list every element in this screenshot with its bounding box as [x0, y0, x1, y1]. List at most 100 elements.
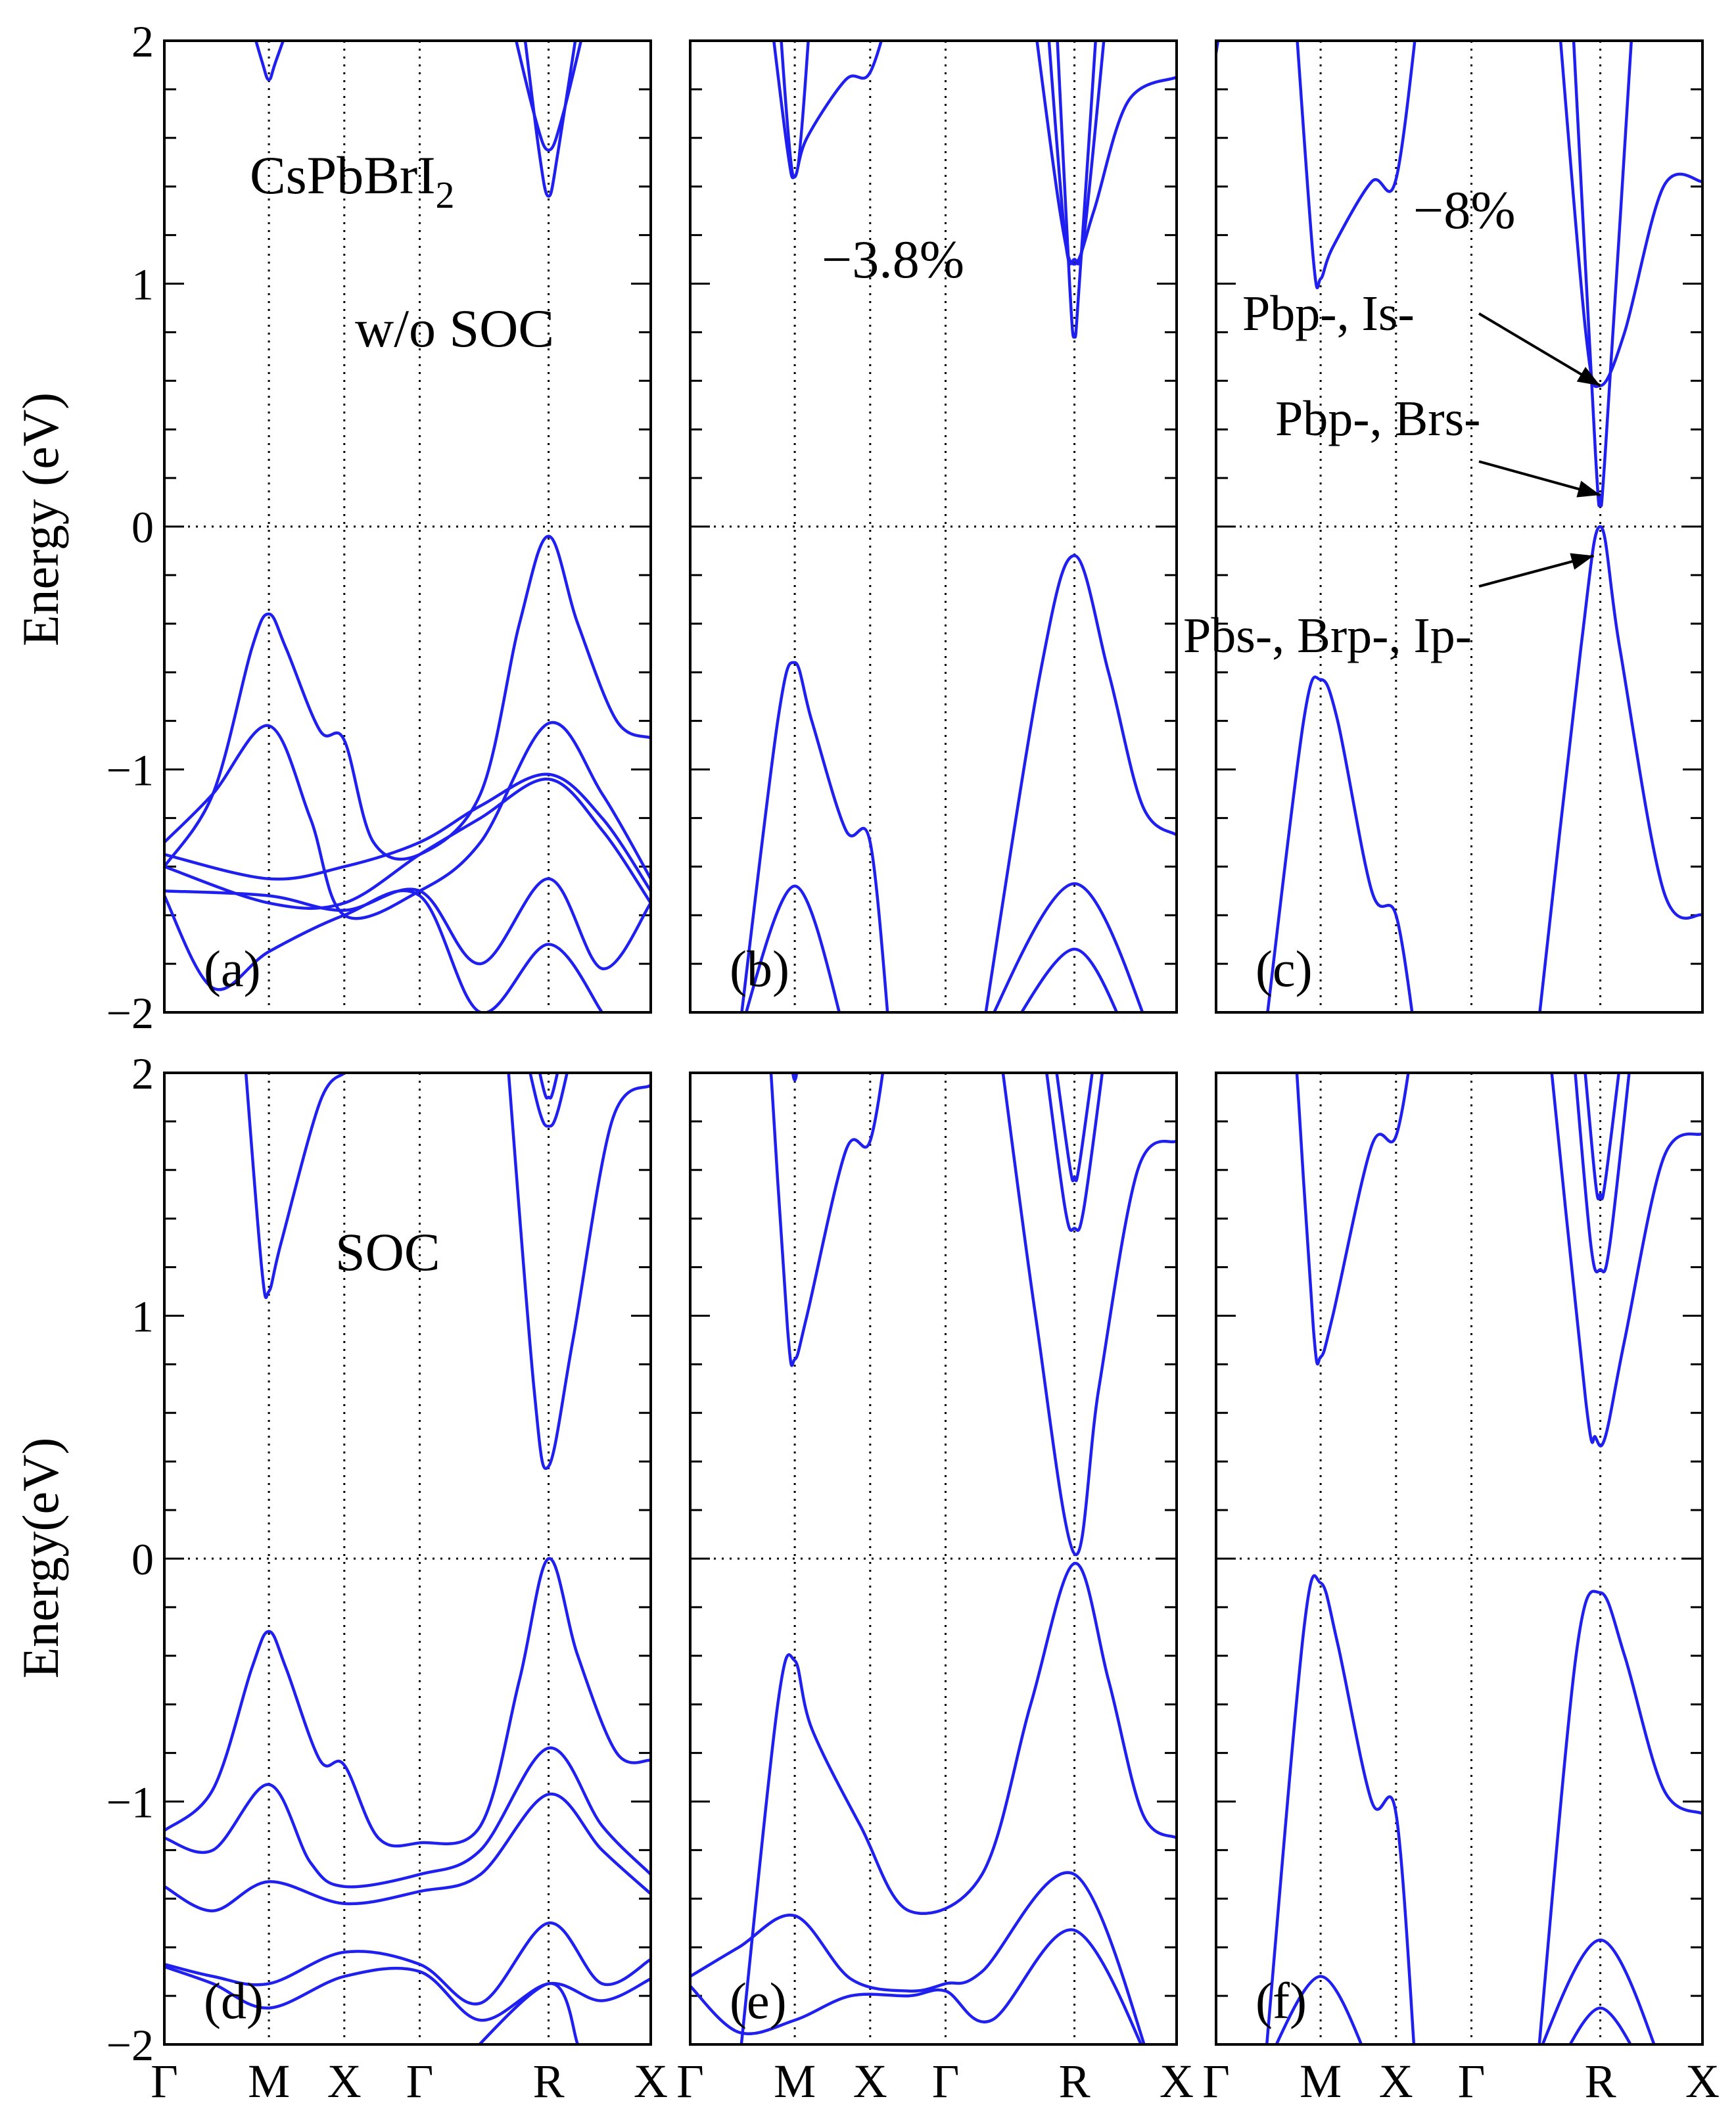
orbital-annotation: Pbp-, Is-	[1242, 286, 1415, 341]
band-cb4	[1584, 1073, 1620, 1201]
panel-label: (c)	[1255, 940, 1313, 997]
band-vb3	[1275, 1975, 1363, 2044]
panel-note: SOC	[335, 1222, 440, 1282]
panel-c: (c) −8% Pbp-, Is- Pbp-, Brs- Pbs-, Brp-, Ip-	[1183, 39, 1704, 1014]
band-cb4	[1055, 1073, 1094, 1183]
x-tick-label: X	[1160, 2055, 1194, 2108]
band-vb2	[164, 1746, 651, 1889]
band-cb3	[1559, 41, 1702, 389]
panel-d: 210−1−2Γ M X Γ R X(d)SOC	[106, 1049, 668, 2108]
band-vb4	[164, 1922, 651, 2006]
band-vb2	[164, 720, 651, 920]
panel-note: −3.8%	[822, 229, 964, 289]
band-cb3	[528, 1073, 569, 1128]
band-vb3	[164, 772, 651, 892]
band-cb4	[1572, 41, 1633, 507]
x-tick-label: X	[634, 2055, 668, 2108]
x-tick-label: R	[1059, 2055, 1091, 2108]
band-cb4	[538, 1073, 559, 1100]
x-tick-label: X	[327, 2055, 362, 2108]
y-tick-label: 2	[131, 1049, 154, 1098]
x-tick-label: M	[774, 2055, 816, 2108]
plot-frame	[163, 1072, 652, 2046]
x-tick-label: X	[853, 2055, 887, 2108]
material-label: CsPbBrI2	[250, 145, 455, 216]
x-tick-label: X	[1379, 2055, 1413, 2108]
orbital-annotation: Pbs-, Brp-, Ip-	[1183, 608, 1472, 663]
band-vb6	[477, 1982, 580, 2044]
y-tick-label: −1	[106, 1778, 154, 1827]
band-cb3	[1045, 1073, 1104, 1232]
y-tick-label: −2	[106, 988, 154, 1038]
band-vb3	[744, 884, 841, 1012]
band-cb1	[254, 41, 285, 82]
band-vb1	[739, 1562, 1177, 2044]
band-vb5	[164, 1965, 651, 2022]
annotation-arrow	[1478, 312, 1601, 387]
y-tick-label: 0	[131, 1534, 154, 1584]
panel-b: (b) −3.8%	[689, 39, 1178, 1014]
arrow-head	[1576, 481, 1601, 498]
band-cb2	[507, 1073, 651, 1471]
band-vb3	[164, 1793, 651, 1913]
arrow-head	[1570, 553, 1594, 570]
y-tick-label: −1	[106, 745, 154, 795]
band-cb1	[772, 41, 883, 179]
band-cb3	[1035, 41, 1177, 266]
panel-label: (a)	[204, 940, 261, 997]
plot-frame	[689, 39, 1178, 1014]
band-vb2	[984, 554, 1177, 1012]
ylabel-bottom: Energy(eV)	[12, 1438, 69, 1679]
x-tick-label: Γ	[151, 2055, 178, 2108]
band-lines	[164, 1073, 651, 2044]
band-cb1	[1296, 41, 1417, 290]
band-cb1	[769, 1073, 885, 1367]
band-cb3	[1574, 1073, 1631, 1274]
band-vb2	[690, 1871, 1146, 2044]
panel-e: Γ M X Γ R X(e)	[676, 1072, 1194, 2108]
y-tick-label: 1	[131, 1292, 154, 1342]
band-cb4	[1047, 41, 1106, 266]
panel-label: (d)	[204, 1972, 264, 2029]
band-vb1	[1265, 1574, 1416, 2044]
y-tick-label: 2	[131, 16, 154, 66]
x-tick-label: M	[248, 2055, 290, 2108]
plot-frame	[163, 39, 652, 1014]
x-tick-label: R	[533, 2055, 565, 2108]
band-vb1	[164, 534, 651, 868]
panel-label: (b)	[730, 940, 789, 997]
y-tick-label: 0	[131, 502, 154, 552]
x-tick-label: M	[1300, 2055, 1342, 2108]
band-cb2	[1216, 41, 1220, 53]
x-tick-label: Γ	[676, 2055, 704, 2108]
band-cb2	[1550, 1073, 1702, 1448]
plot-frame	[1215, 1072, 1704, 2046]
band-cb3	[523, 41, 577, 198]
band-vb1	[740, 661, 889, 1012]
band-vb4	[1541, 1938, 1656, 2044]
plot-frame	[1215, 39, 1704, 1014]
x-tick-label: Γ	[1202, 2055, 1230, 2108]
band-vb1	[164, 1557, 651, 1848]
panel-a: 2 1 0 −1 −2 (a) CsPbBrI2 w/o SOC	[106, 16, 652, 1038]
x-tick-label: Γ	[406, 2055, 434, 2108]
band-cb2	[1001, 1073, 1177, 1557]
band-vb3	[690, 1928, 1143, 2044]
band-cb5	[1056, 41, 1097, 339]
band-cb5	[791, 1073, 799, 1082]
panel-f: Γ M X Γ R X(f)	[1202, 1072, 1720, 2108]
x-tick-label: R	[1585, 2055, 1616, 2108]
band-lines	[1216, 41, 1702, 1012]
band-vb6	[164, 889, 603, 1012]
x-tick-label: Γ	[932, 2055, 960, 2108]
band-cb1	[244, 1073, 346, 1300]
y-tick-label: −2	[106, 2020, 154, 2070]
plot-frame	[689, 1072, 1178, 2046]
band-lines	[690, 1073, 1177, 2044]
band-vb4	[992, 882, 1144, 1012]
panel-note: −8%	[1413, 180, 1516, 240]
panel-label: (f)	[1255, 1972, 1307, 2029]
band-vb2	[1537, 1590, 1702, 2044]
band-lines	[164, 41, 651, 1012]
